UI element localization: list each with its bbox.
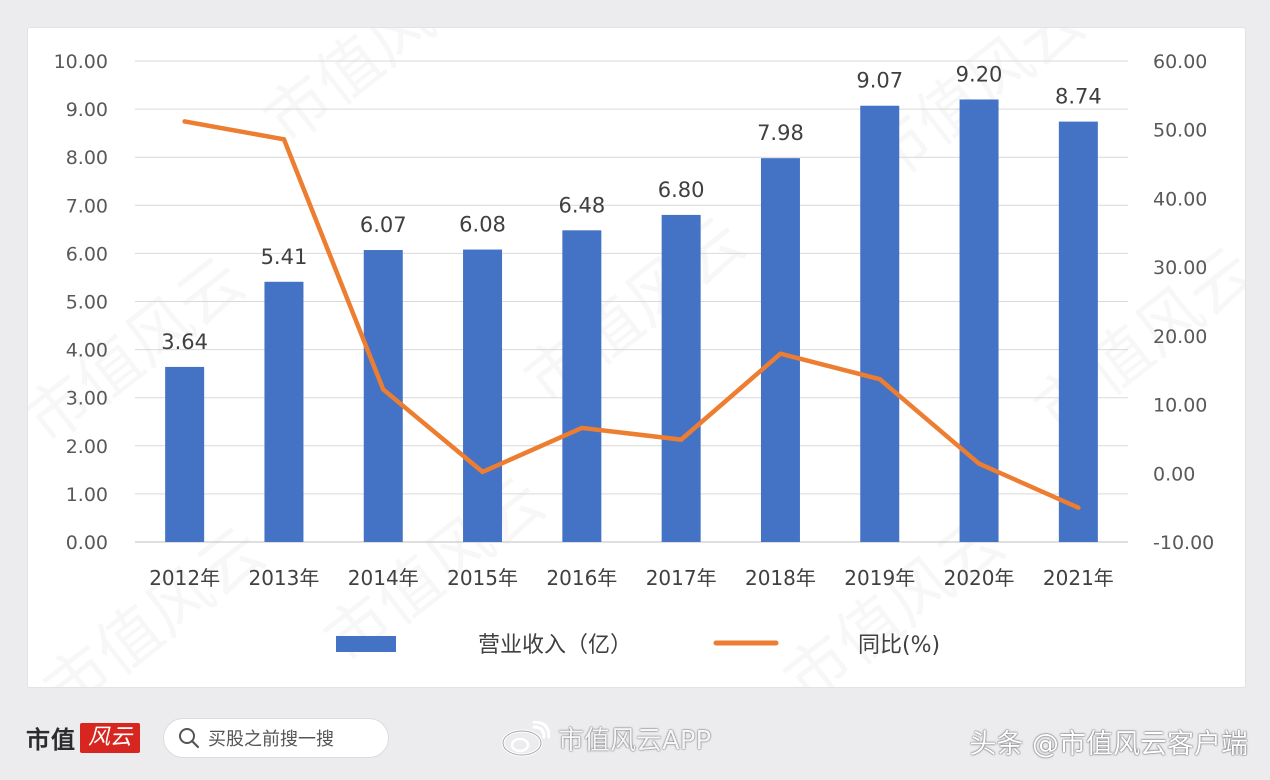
x-tick-label: 2018年	[745, 566, 816, 590]
bar	[760, 158, 800, 543]
x-tick-label: 2017年	[646, 566, 717, 590]
bar-data-label: 5.41	[261, 245, 308, 269]
bar	[562, 230, 602, 542]
bars-layer	[165, 99, 1098, 543]
brand-name: 市值	[26, 726, 76, 754]
weibo-label: 市值风云APP	[558, 726, 712, 756]
bar-data-label: 6.07	[360, 213, 407, 237]
search-placeholder: 买股之前搜一搜	[208, 729, 334, 750]
y-right-tick-label: 10.00	[1153, 395, 1207, 417]
line-point	[678, 437, 684, 442]
y-left-tick-label: 2.00	[66, 436, 108, 458]
x-tick-label: 2014年	[348, 566, 419, 590]
y-left-tick-label: 9.00	[66, 99, 108, 121]
chart-card: 市值风云市值风云市值风云市值风云市值风云市值风云市值风云市值风云 0.001.0…	[27, 27, 1246, 688]
series-line-yoy	[182, 119, 1081, 510]
bar	[165, 366, 205, 542]
y-right-tick-label: 0.00	[1153, 463, 1195, 485]
y-right-tick-label: 20.00	[1153, 326, 1207, 348]
weibo-watermark: 市值风云APP	[500, 720, 711, 757]
y-left-tick-label: 7.00	[66, 195, 108, 217]
bar	[959, 99, 999, 542]
y-right-tick-label: 30.00	[1153, 257, 1207, 279]
bar-data-label: 6.08	[459, 213, 506, 237]
watermark-text: 市值风云	[28, 243, 259, 459]
y-left-tick-label: 4.00	[66, 340, 108, 362]
x-tick-label: 2019年	[844, 566, 915, 590]
legend-label-yoy: 同比(%)	[858, 633, 940, 658]
bar	[363, 250, 403, 542]
line-point	[778, 351, 783, 356]
line-point	[281, 137, 287, 142]
footer-bar: 市值 风云 买股之前搜一搜 市值风云APP 头条 @市值风云客户端	[0, 700, 1270, 780]
y-left-tick-label: 0.00	[66, 532, 108, 554]
bar	[661, 214, 701, 543]
weibo-icon	[501, 720, 550, 756]
bar-data-label: 3.64	[161, 330, 208, 354]
x-tick-label: 2021年	[1043, 566, 1114, 590]
source-label: 头条 @市值风云客户端	[969, 729, 1248, 760]
line-point	[480, 469, 485, 475]
y-right-tick-label: 40.00	[1153, 188, 1207, 210]
line-point	[1076, 505, 1081, 510]
x-tick-label: 2012年	[149, 566, 220, 590]
legend-label-revenue: 营业收入（亿）	[478, 633, 632, 658]
y-left-tick-label: 3.00	[66, 388, 108, 410]
line-layer	[182, 119, 1081, 510]
x-tick-label: 2013年	[248, 566, 319, 590]
bar	[1058, 121, 1098, 542]
y-left-tick-label: 1.00	[66, 484, 108, 506]
x-tick-label: 2020年	[944, 566, 1015, 590]
line-point	[976, 461, 982, 466]
x-tick-label: 2015年	[447, 566, 518, 590]
y-right-tick-label: 50.00	[1153, 120, 1207, 142]
line-point	[877, 376, 882, 382]
line-point	[381, 387, 386, 392]
revenue-chart: 市值风云市值风云市值风云市值风云市值风云市值风云市值风云市值风云 0.001.0…	[28, 28, 1245, 687]
bar-data-label: 8.74	[1055, 85, 1102, 109]
x-tick-label: 2016年	[546, 566, 617, 590]
watermark-text: 市值风云	[511, 203, 758, 419]
legend-swatch-revenue	[336, 636, 396, 652]
brand-logo[interactable]: 市值 风云	[26, 720, 141, 755]
bar	[860, 105, 900, 542]
bar-data-label: 6.48	[558, 193, 605, 217]
y-right-tick-label: -10.00	[1153, 532, 1214, 554]
labels-layer: 0.00 1.00 2.00 3.00 4.00 5.00 6.00 7.00 8.00 9.00…	[54, 51, 1215, 590]
watermark-text: 市值风云	[1021, 233, 1245, 449]
brand-logo-badge: 风云	[80, 722, 141, 753]
bar-data-label: 9.07	[856, 69, 903, 93]
bar	[264, 281, 304, 542]
y-left-tick-label: 8.00	[66, 147, 108, 169]
bar	[463, 249, 503, 542]
y-left-tick-label: 10.00	[54, 51, 108, 73]
search-input[interactable]: 买股之前搜一搜	[163, 718, 389, 758]
watermark-text: 市值风云	[251, 28, 498, 159]
search-icon	[179, 728, 200, 749]
line-point	[579, 425, 585, 431]
bar-data-label: 9.20	[956, 62, 1003, 86]
bar-data-label: 6.80	[658, 178, 705, 202]
y-left-tick-label: 6.00	[66, 243, 108, 265]
bar-data-label: 7.98	[757, 121, 804, 145]
y-left-tick-label: 5.00	[66, 292, 108, 314]
line-point	[182, 119, 187, 124]
y-right-tick-label: 60.00	[1153, 51, 1207, 73]
legend: 营业收入（亿） 同比(%)	[336, 633, 940, 658]
